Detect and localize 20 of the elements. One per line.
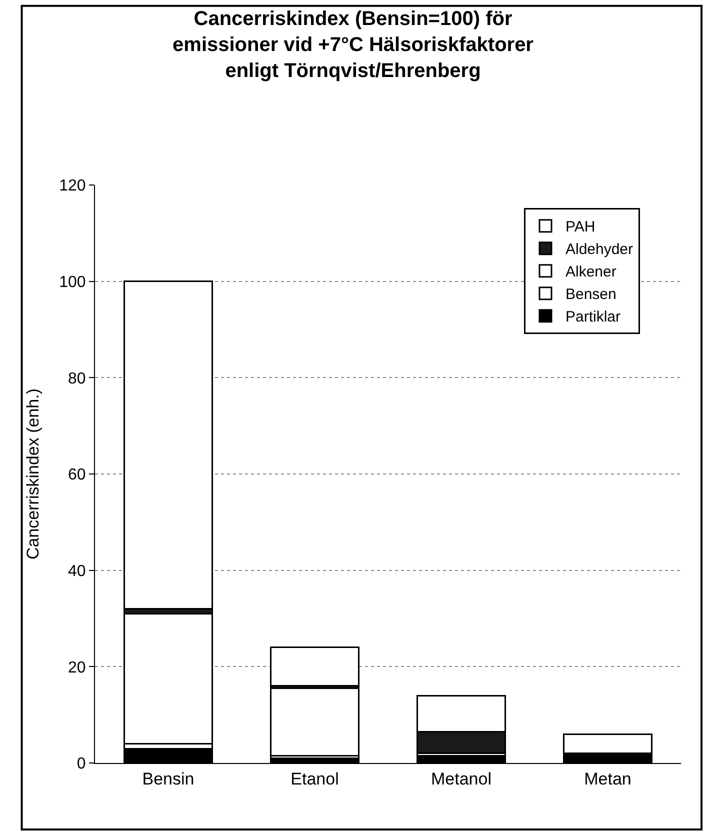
y-tick-label: 80 <box>68 370 86 388</box>
legend-label: Aldehyder <box>565 241 634 258</box>
chart-title: Cancerriskindex (Bensin=100) för emissioner vid +7°C Hälsoriskfaktorer enligt Törnqvist/Ehrenberg <box>172 8 534 82</box>
y-tick-label: 0 <box>76 756 86 773</box>
y-tick-label: 60 <box>68 466 86 484</box>
x-tick-label: Bensin <box>142 769 194 788</box>
legend-label: Partiklar <box>565 308 620 326</box>
y-axis-title: Cancerriskindex (enh.) <box>24 388 43 560</box>
x-tick-label: Etanol <box>290 769 339 788</box>
y-tick-label: 100 <box>59 274 86 291</box>
legend-label: PAH <box>565 218 596 236</box>
bar <box>270 646 360 687</box>
x-tick-label: Metanol <box>431 769 492 788</box>
bar <box>270 688 360 757</box>
y-tick-label: 120 <box>59 178 86 195</box>
x-tick-label: Metan <box>584 769 632 788</box>
y-tick-label: 40 <box>68 562 86 580</box>
y-tick-label: 20 <box>68 659 86 676</box>
legend-label: Alkener <box>565 264 616 281</box>
legend-label: Bensen <box>565 286 616 304</box>
